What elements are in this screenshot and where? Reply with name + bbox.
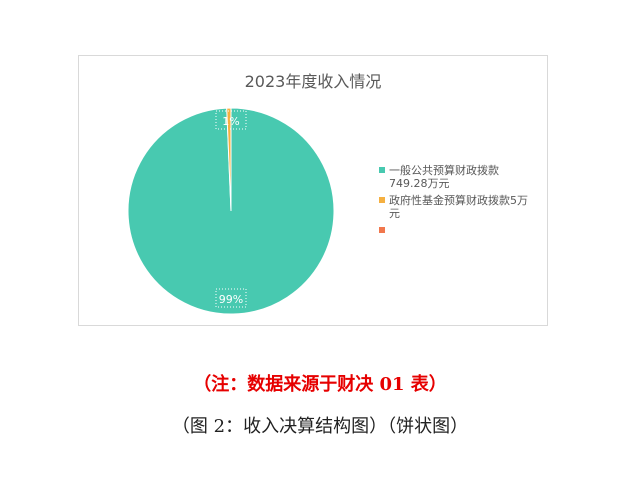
legend-label: 元 xyxy=(389,207,400,220)
pie-slice xyxy=(226,107,232,212)
legend-item: 政府性基金预算财政拨款5万元 xyxy=(379,194,539,220)
legend-label: 一般公共预算财政拨款 xyxy=(389,164,499,177)
data-label-box xyxy=(215,288,247,308)
chart-frame: 2023年度收入情况 99% 1% 一般公共预算财政拨款 749.28万元 政府性基… xyxy=(78,55,548,326)
figure-caption: （图 2：收入决算结构图）（饼状图） xyxy=(171,416,469,437)
pie-chart: 99% 1% xyxy=(127,107,335,315)
legend-label: 政府性基金预算财政拨款5万 xyxy=(389,194,528,207)
legend-item: 一般公共预算财政拨款 749.28万元 xyxy=(379,164,539,190)
legend-swatch xyxy=(379,227,385,233)
data-label: 1% xyxy=(222,115,239,128)
legend-swatch xyxy=(379,197,385,203)
chart-title: 2023年度收入情况 xyxy=(244,72,382,91)
data-source-note: （注：数据来源于财决 01 表） xyxy=(193,374,447,395)
data-label-box xyxy=(215,110,247,130)
data-label: 99% xyxy=(219,293,243,306)
legend-label: 749.28万元 xyxy=(389,177,450,190)
legend-swatch xyxy=(379,167,385,173)
